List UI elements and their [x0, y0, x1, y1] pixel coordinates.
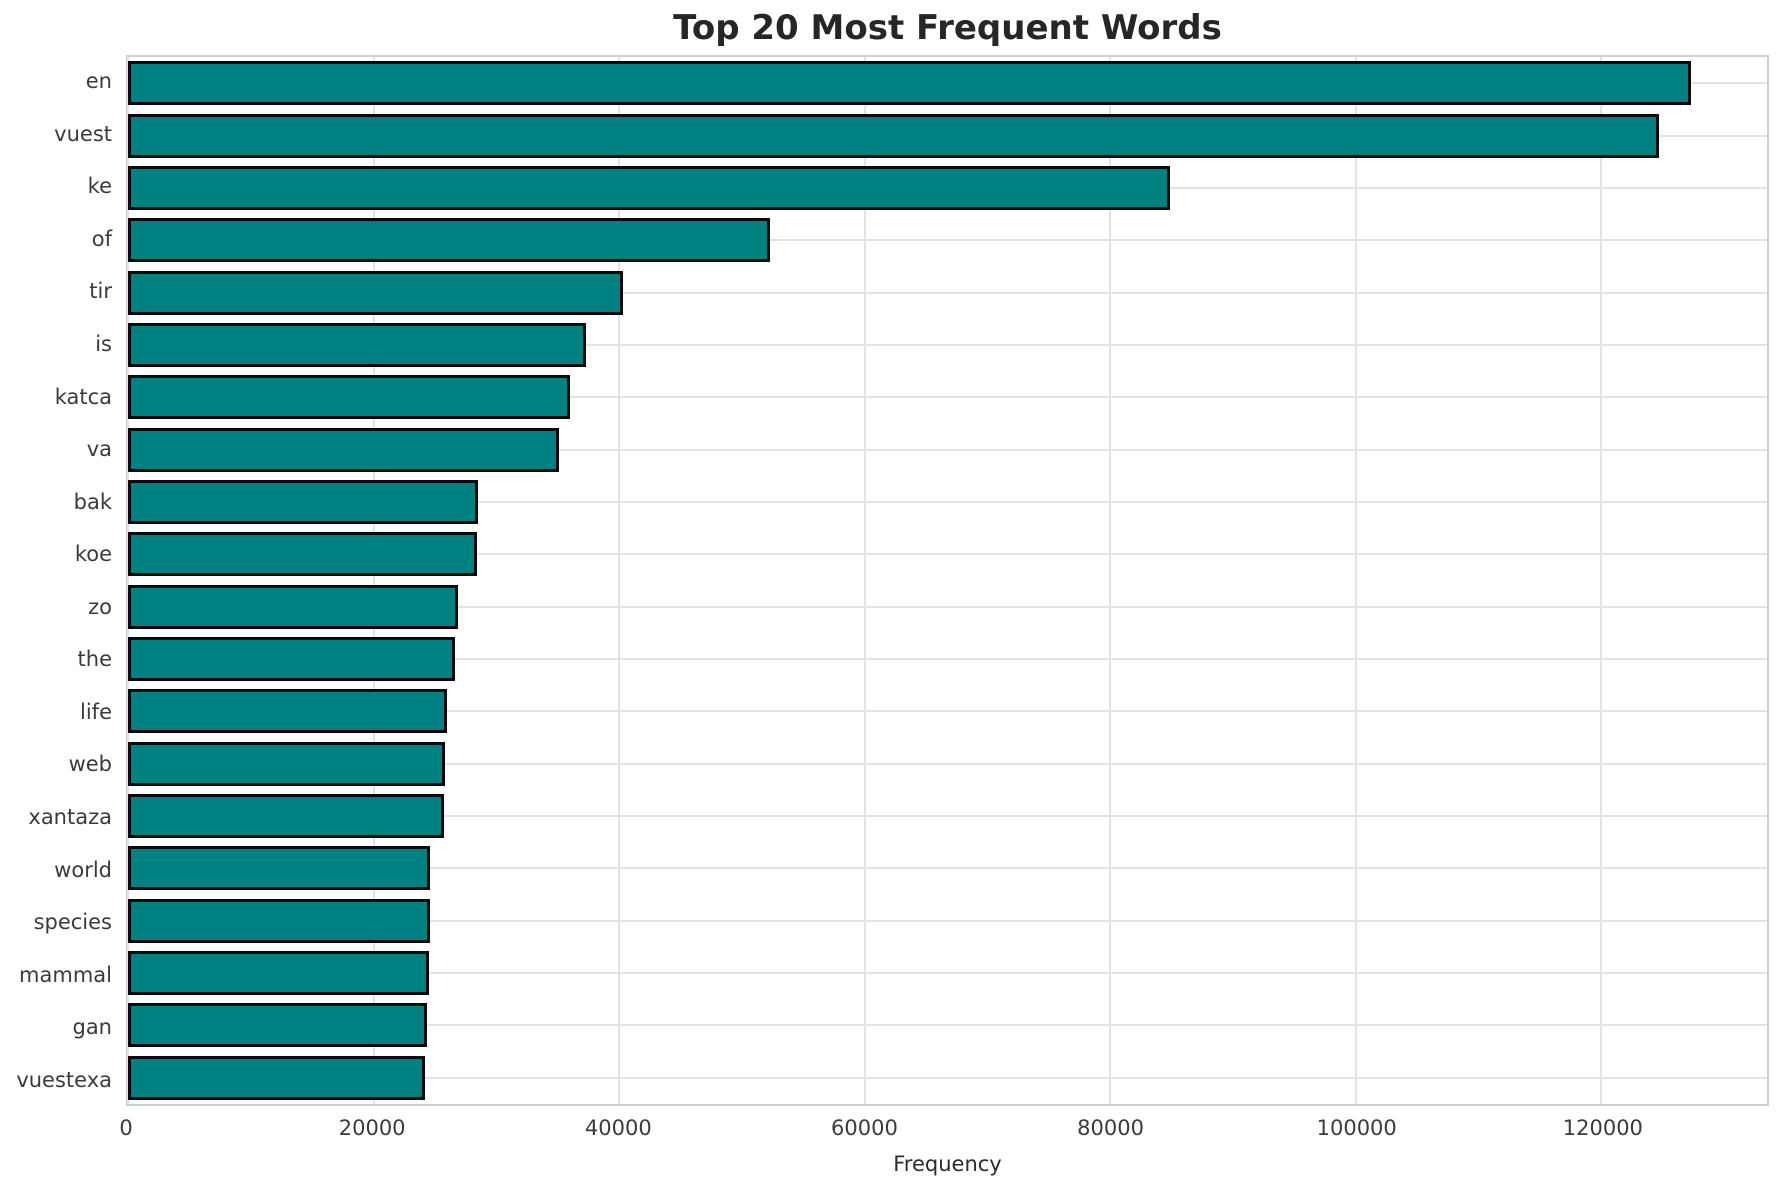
x-gridline — [1600, 57, 1603, 1104]
bar-world — [128, 846, 431, 891]
y-tick-label-en: en — [85, 69, 112, 94]
y-gridline — [128, 658, 1767, 661]
x-gridline — [372, 57, 375, 1104]
x-tick-label-120000: 120000 — [1562, 1116, 1643, 1140]
y-tick-label-world: world — [54, 857, 112, 882]
bar-row — [128, 423, 1767, 475]
y-tick-label-bak: bak — [73, 489, 112, 514]
y-gridline — [128, 919, 1767, 922]
bar-tir — [128, 270, 624, 315]
bar-row — [128, 842, 1767, 894]
chart-title: Top 20 Most Frequent Words — [673, 8, 1222, 48]
y-tick-label-zo: zo — [88, 594, 112, 619]
x-gridline — [1109, 57, 1112, 1104]
y-tick-label-tir: tir — [89, 279, 112, 304]
y-tick-label-of: of — [91, 226, 112, 251]
x-tick-label-100000: 100000 — [1316, 1116, 1397, 1140]
bar-en — [128, 61, 1691, 106]
y-gridline — [128, 553, 1767, 556]
plot-area — [126, 55, 1769, 1106]
x-tick-label-0: 0 — [119, 1116, 133, 1140]
bar-row — [128, 109, 1767, 161]
x-tick-label-80000: 80000 — [1077, 1116, 1144, 1140]
x-tick-label-20000: 20000 — [338, 1116, 406, 1140]
y-gridline — [128, 500, 1767, 503]
bar-row — [128, 999, 1767, 1051]
y-tick-label-web: web — [68, 752, 112, 777]
bar-row — [128, 633, 1767, 685]
y-tick-label-life: life — [80, 699, 112, 724]
x-gridline — [863, 57, 866, 1104]
x-gridline — [1354, 57, 1357, 1104]
y-gridline — [128, 448, 1767, 451]
y-tick-label-koe: koe — [74, 542, 112, 567]
bar-is — [128, 322, 586, 367]
bar-vuest — [128, 113, 1659, 158]
y-tick-label-ke: ke — [87, 174, 112, 199]
y-gridline — [128, 239, 1767, 242]
bar-row — [128, 162, 1767, 214]
bar-gan — [128, 1003, 428, 1048]
y-tick-label-xantaza: xantaza — [28, 804, 112, 829]
y-gridline — [128, 343, 1767, 346]
bar-row — [128, 581, 1767, 633]
bar-row — [128, 266, 1767, 318]
y-tick-label-species: species — [33, 910, 112, 935]
y-tick-label-gan: gan — [72, 1015, 112, 1040]
bar-mammal — [128, 951, 430, 996]
bar-vuestexa — [128, 1055, 425, 1100]
bar-bak — [128, 479, 479, 524]
y-gridline — [128, 867, 1767, 870]
bar-web — [128, 741, 445, 786]
y-gridline — [128, 291, 1767, 294]
bar-ke — [128, 165, 1171, 210]
bar-row — [128, 214, 1767, 266]
x-tick-label-40000: 40000 — [584, 1116, 652, 1140]
y-gridline — [128, 1024, 1767, 1027]
x-gridline — [127, 57, 129, 1104]
y-tick-label-katca: katca — [54, 384, 112, 409]
x-tick-label-60000: 60000 — [831, 1116, 898, 1140]
bar-row — [128, 895, 1767, 947]
bar-row — [128, 371, 1767, 423]
x-axis-title: Frequency — [893, 1152, 1002, 1176]
y-gridline — [128, 396, 1767, 399]
y-tick-label-mammal: mammal — [19, 962, 112, 987]
bar-row — [128, 738, 1767, 790]
x-axis-ticks: 0 20000 40000 60000 80000 100000 120000 — [119, 1116, 1769, 1146]
bar-species — [128, 898, 430, 943]
y-tick-label-is: is — [95, 332, 112, 357]
bar-of — [128, 218, 771, 263]
bar-the — [128, 637, 456, 682]
bar-row — [128, 57, 1767, 109]
y-tick-label-the: the — [77, 647, 112, 672]
y-gridline — [128, 972, 1767, 975]
bar-row — [128, 947, 1767, 999]
y-gridline — [128, 762, 1767, 765]
bar-life — [128, 689, 448, 734]
bar-koe — [128, 532, 478, 577]
bar-row — [128, 790, 1767, 842]
bar-katca — [128, 375, 570, 420]
y-gridline — [128, 815, 1767, 818]
bar-row — [128, 685, 1767, 737]
y-gridline — [128, 1076, 1767, 1079]
bar-va — [128, 427, 559, 472]
y-tick-label-vuestexa: vuestexa — [16, 1067, 112, 1092]
y-axis-labels: en vuest ke of tir is katca va bak koe zo the life we… — [0, 55, 112, 1106]
y-tick-label-vuest: vuest — [54, 121, 112, 146]
y-gridline — [128, 605, 1767, 608]
y-tick-label-va: va — [86, 437, 112, 462]
bar-zo — [128, 584, 458, 629]
y-gridline — [128, 710, 1767, 713]
bar-xantaza — [128, 794, 445, 839]
bar-row — [128, 319, 1767, 371]
x-gridline — [618, 57, 621, 1104]
bar-row — [128, 476, 1767, 528]
bar-row — [128, 1052, 1767, 1104]
bar-row — [128, 528, 1767, 580]
